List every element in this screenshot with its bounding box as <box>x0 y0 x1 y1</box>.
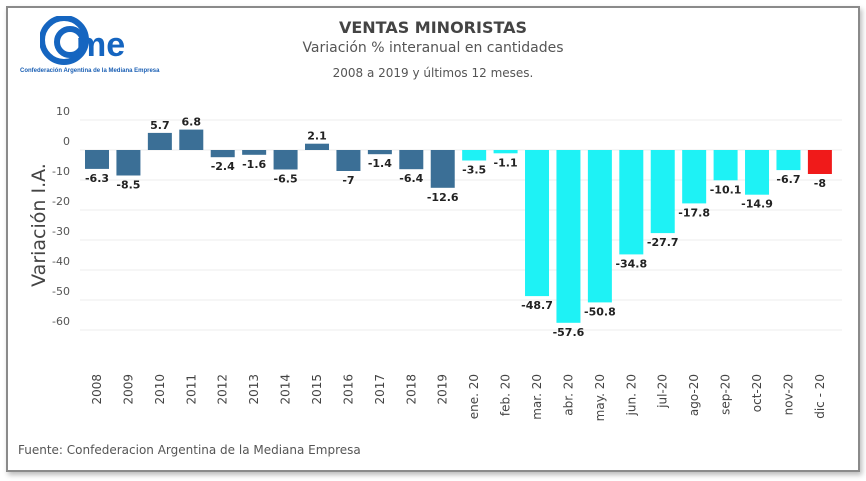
bar <box>619 150 644 255</box>
cme-logo: me <box>39 15 150 71</box>
x-tick-label: 2011 <box>184 374 198 405</box>
bar <box>776 150 801 171</box>
x-tick-label: 2019 <box>436 374 450 405</box>
chart-frame <box>6 6 860 472</box>
bar <box>179 129 204 150</box>
data-label: -27.7 <box>647 236 679 249</box>
bar <box>399 150 424 170</box>
data-label: -8.5 <box>116 179 140 192</box>
y-tick-label: -20 <box>52 195 70 208</box>
x-tick-label: 2009 <box>121 374 135 405</box>
y-tick-label: -60 <box>52 315 70 328</box>
data-label: -14.9 <box>741 198 773 211</box>
bar <box>367 150 392 155</box>
data-label: -7 <box>342 174 354 187</box>
data-label: -17.8 <box>678 206 710 219</box>
y-tick-label: -30 <box>52 225 70 238</box>
x-tick-label: sep-20 <box>719 374 733 415</box>
y-axis-label: Variación I.A. <box>28 163 50 287</box>
bar <box>650 150 675 234</box>
bar <box>430 150 455 188</box>
x-tick-label: oct-20 <box>750 374 764 412</box>
data-label: -48.7 <box>521 299 553 312</box>
data-label: -1.1 <box>494 156 518 169</box>
y-tick-label: -10 <box>52 165 70 178</box>
y-tick-label: -40 <box>52 255 70 268</box>
bar <box>745 150 770 195</box>
bar <box>210 150 235 158</box>
x-tick-label: jun. 20 <box>624 374 638 416</box>
y-tick-label: 10 <box>56 105 70 118</box>
bar <box>305 143 330 150</box>
data-label: 6.8 <box>182 116 202 129</box>
x-tick-label: 2016 <box>341 374 355 405</box>
data-label: 2.1 <box>307 130 327 143</box>
x-tick-label: mar. 20 <box>530 374 544 420</box>
bar <box>493 150 518 154</box>
bar <box>273 150 298 170</box>
y-tick-label: 0 <box>63 135 70 148</box>
x-tick-label: jul-20 <box>656 374 670 409</box>
bar <box>462 150 487 161</box>
data-label: -3.5 <box>462 164 486 177</box>
bar <box>242 150 267 155</box>
x-tick-label: 2008 <box>90 374 104 405</box>
bar <box>147 132 172 150</box>
data-label: -8 <box>814 177 826 190</box>
data-label: -34.8 <box>615 257 647 270</box>
data-label: -1.6 <box>242 158 266 171</box>
bar <box>587 150 612 303</box>
bar <box>85 150 109 169</box>
data-label: 5.7 <box>150 119 170 132</box>
x-tick-label: dic - 20 <box>813 374 827 419</box>
data-label: -1.4 <box>368 157 392 170</box>
x-tick-label: 2017 <box>373 374 387 405</box>
data-label: -10.1 <box>710 183 742 196</box>
x-tick-label: abr. 20 <box>561 374 575 416</box>
x-tick-label: 2010 <box>153 374 167 405</box>
data-label: -6.7 <box>776 173 800 186</box>
x-tick-label: 2012 <box>216 374 230 405</box>
data-label: -2.4 <box>211 160 235 173</box>
x-tick-label: 2018 <box>404 374 418 405</box>
bar <box>525 150 550 297</box>
x-tick-label: 2013 <box>247 374 261 405</box>
bar <box>336 150 361 171</box>
x-tick-label: ene. 20 <box>467 374 481 419</box>
bar <box>116 150 141 176</box>
x-tick-label: ago-20 <box>687 374 701 416</box>
data-label: -6.3 <box>85 172 109 185</box>
bar <box>713 150 738 181</box>
x-tick-label: 2014 <box>279 374 293 405</box>
chart-subtitle: Variación % interanual en cantidades <box>302 40 564 56</box>
data-label: -50.8 <box>584 305 616 318</box>
svg-text:me: me <box>76 26 125 64</box>
bar <box>807 150 832 174</box>
data-label: -6.4 <box>399 172 423 185</box>
chart-title: VENTAS MINORISTAS <box>338 18 528 37</box>
data-label: -57.6 <box>553 326 585 339</box>
x-tick-label: feb. 20 <box>499 374 513 416</box>
data-label: -12.6 <box>427 191 459 204</box>
logo-subtitle: Confederación Argentina de la Mediana Em… <box>20 68 160 74</box>
x-tick-label: nov-20 <box>781 374 795 415</box>
chart-subtitle-period: 2008 a 2019 y últimos 12 meses. <box>332 66 534 80</box>
y-tick-label: -50 <box>52 285 70 298</box>
x-tick-label: 2015 <box>310 374 324 405</box>
data-label: -6.5 <box>274 173 298 186</box>
x-tick-label: may. 20 <box>593 374 607 421</box>
bar <box>682 150 707 204</box>
source-note: Fuente: Confederacion Argentina de la Me… <box>18 443 361 457</box>
bar <box>556 150 581 323</box>
